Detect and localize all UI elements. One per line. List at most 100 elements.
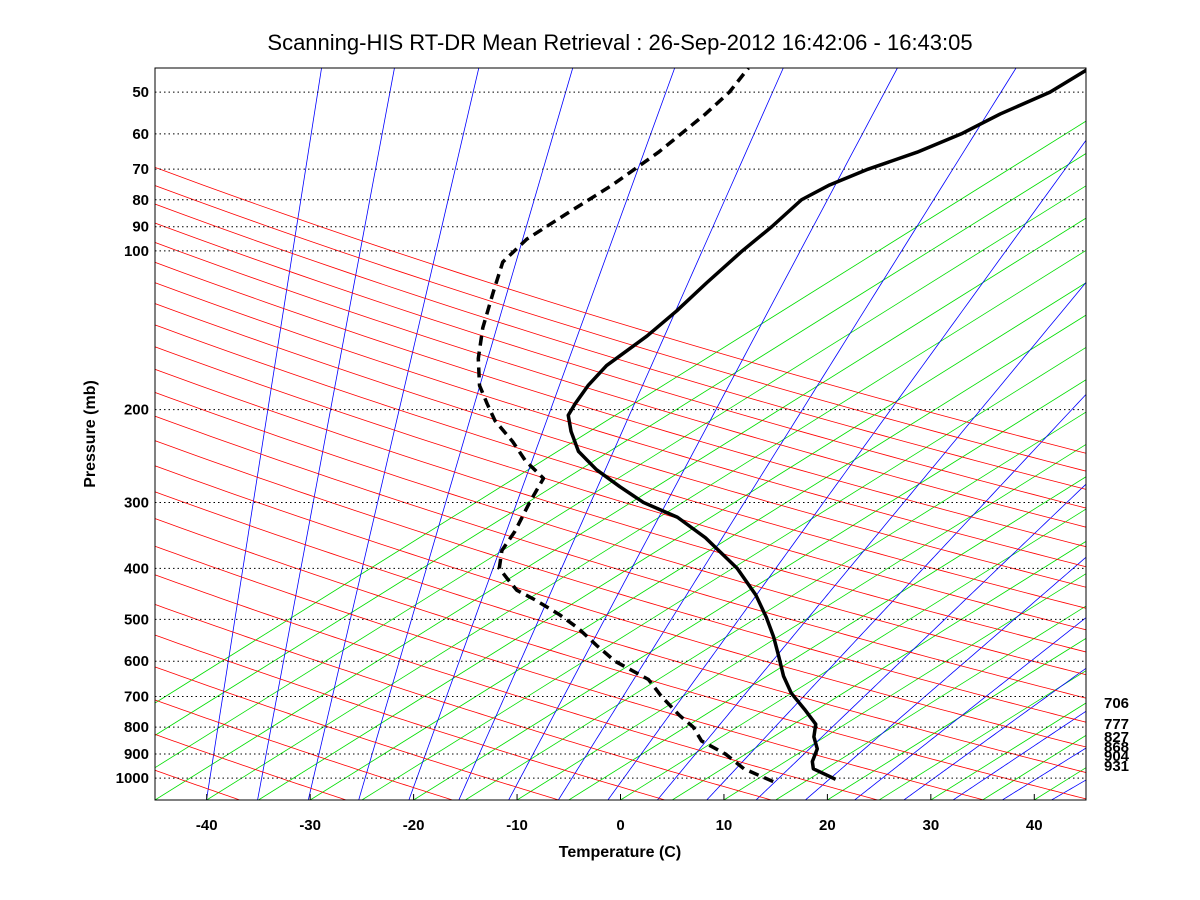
dry-adiabat-line [155,166,1086,454]
moist-adiabat-line [854,617,1086,800]
chart-title: Scanning-HIS RT-DR Mean Retrieval : 26-S… [267,30,972,55]
dry-adiabat-line [155,303,1086,588]
mixing-ratio-line [206,249,1086,800]
dry-adiabat-line [155,324,1086,609]
y-tick-label: 50 [132,84,149,101]
right-pressure-label: 904 [1104,748,1130,765]
moist-adiabat-line [1002,747,1086,800]
dry-adiabat-line [155,603,772,800]
y-tick-label: 80 [132,192,149,209]
dry-adiabat-line [155,465,1086,748]
moist-adiabat-line [805,556,1086,800]
y-tick-label: 900 [124,746,149,763]
y-tick-label: 600 [124,653,149,670]
mixing-ratio-line [620,508,1086,800]
y-tick-label: 700 [124,688,149,705]
moist-adiabat-line [458,68,784,800]
dry-adiabat-line [155,392,1086,676]
moist-adiabat-line [755,483,1086,800]
y-tick-label: 200 [124,402,149,419]
x-tick-label: 10 [716,817,733,834]
mixing-ratio-line [155,120,1086,704]
y-tick-label: 90 [132,219,149,236]
x-tick-label: -40 [196,817,218,834]
mixing-ratio-line [775,605,1086,800]
right-pressure-label: 706 [1104,695,1129,712]
x-tick-label: 40 [1026,817,1043,834]
mixing-ratio-line [155,217,1086,800]
moist-adiabat-line [1150,41,1200,800]
dry-adiabat-line [155,222,1086,509]
moist-adiabat-line [607,139,1086,800]
dry-adiabat-line [155,666,559,800]
y-tick-label: 300 [124,494,149,511]
x-axis-ticks: -40 -30 -20 -10 0 10 20 30 40 [196,794,1043,834]
y-axis-label: Pressure (mb) [82,380,99,488]
y-axis-ticks: 50 60 70 80 90 100 200 300 400 500 600 700 800 900 100… [116,84,149,787]
dry-adiabat-line [155,261,1086,548]
mixing-ratio-line [878,670,1086,800]
moist-adiabat-line [257,68,395,800]
right-pressure-label: 868 [1104,739,1129,756]
y-tick-label: 800 [124,719,149,736]
mixing-ratio-line [568,476,1086,800]
x-tick-label: 20 [819,817,836,834]
y-tick-label: 70 [132,161,149,178]
mixing-ratio-line [516,443,1086,800]
mixing-ratio-line [361,346,1086,800]
moist-adiabat-line [307,68,480,800]
plot-background [155,68,1086,800]
mixing-ratio-line [465,411,1086,800]
dry-adiabat-line [155,368,1086,653]
dry-adiabat-line [155,282,1086,568]
dry-adiabat-line [155,415,1086,699]
moist-adiabat-line [1101,41,1200,800]
dry-adiabat-line [155,574,878,800]
x-tick-label: -30 [299,817,321,834]
temperature-profile-line [566,68,1086,781]
mixing-ratio-line [723,573,1086,800]
moist-adiabat-line [657,281,1086,800]
x-tick-label: -10 [506,817,528,834]
right-pressure-label: 777 [1104,716,1129,733]
x-axis-label: Temperature (C) [559,844,681,861]
moist-adiabat-line [952,710,1086,800]
y-tick-label: 500 [124,611,149,628]
y-tick-label: 100 [124,243,149,260]
y-tick-label: 60 [132,126,149,143]
dry-adiabat-line [155,346,1086,631]
dry-adiabat-line [155,185,1086,472]
dry-adiabat-line [155,203,1086,490]
dry-adiabat-line [155,491,1086,773]
y-tick-label: 1000 [116,770,149,787]
y-tick-label: 400 [124,560,149,577]
mixing-ratio-line [155,153,1086,736]
dry-adiabat-line [155,242,1086,528]
dry-adiabat-line [155,733,347,800]
right-pressure-label: 827 [1104,729,1129,746]
mixing-ratio-line [413,379,1086,800]
moist-adiabat-line [557,68,1017,800]
sounding-series [476,68,1086,784]
mixing-ratio-line [672,540,1086,800]
mixing-ratio-line [309,314,1086,800]
moist-adiabat-line [358,68,574,800]
x-tick-label: -20 [403,817,425,834]
dry-adiabat-line [155,518,1086,800]
dry-adiabat-line [155,634,666,800]
right-pressure-label: 931 [1104,758,1129,775]
x-tick-label: 30 [922,817,939,834]
mixing-ratio-line [258,282,1086,800]
dry-adiabat-line [155,545,985,800]
moist-adiabat-line [408,68,676,800]
moist-adiabat-line [206,68,322,800]
dry-adiabat-line [155,699,453,800]
x-tick-label: 0 [616,817,624,834]
moist-adiabat-line [903,667,1086,800]
dry-adiabat-line [155,440,1086,723]
mixing-ratio-line [827,637,1086,800]
mixing-ratio-line [155,185,1086,769]
background-lines [155,41,1200,800]
